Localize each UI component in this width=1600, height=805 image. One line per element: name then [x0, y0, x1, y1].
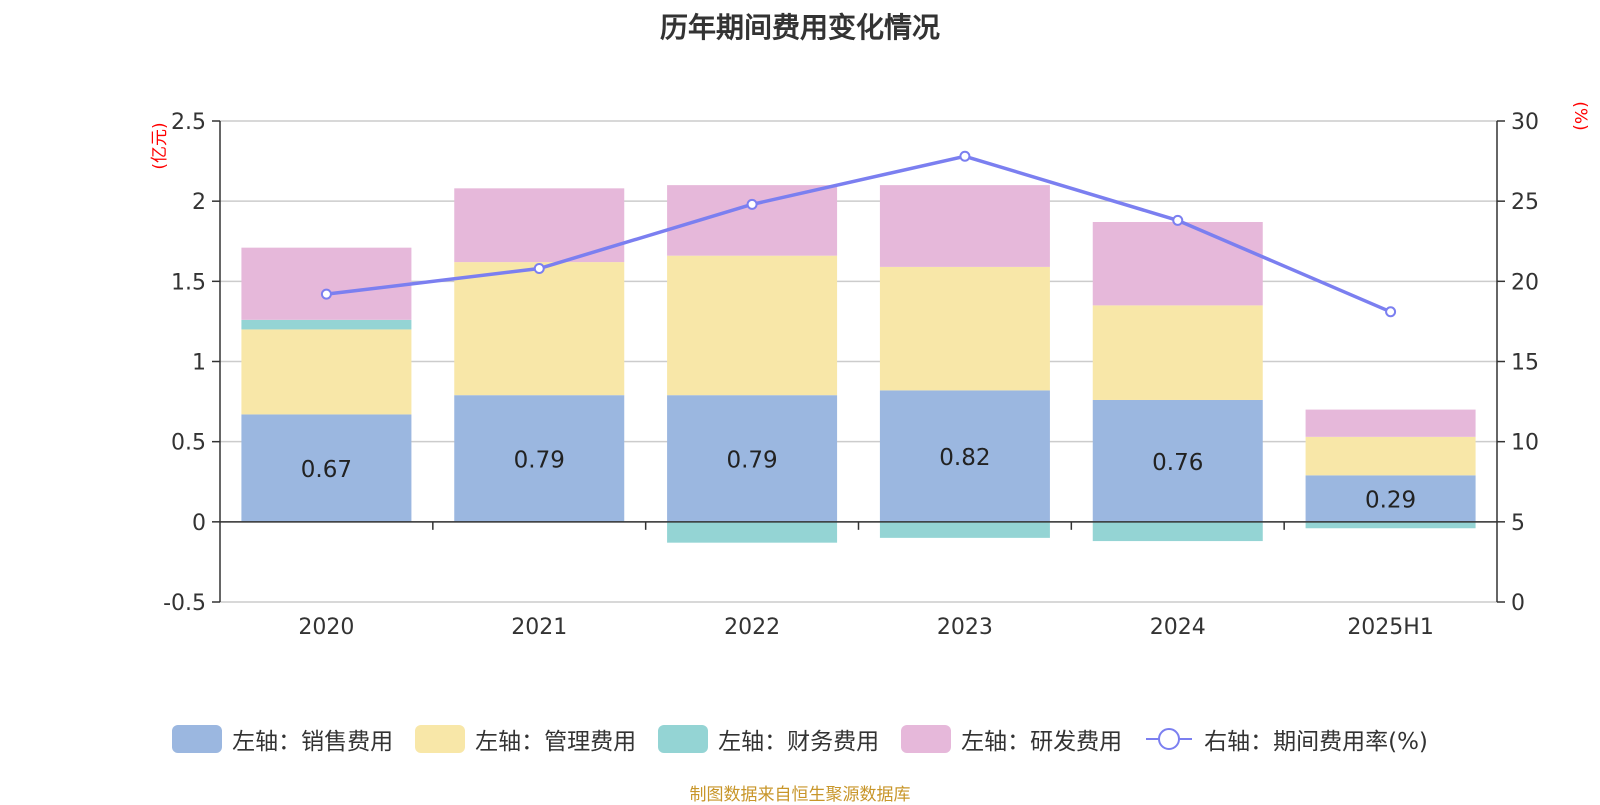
- bar-finance: [1092, 521, 1263, 542]
- bar-rnd: [667, 185, 838, 256]
- bar-sales: [241, 414, 412, 522]
- bar-admin: [667, 255, 838, 396]
- legend-swatch-rnd: [901, 725, 952, 753]
- x-tick-label: 2023: [937, 615, 993, 640]
- data-label-sales: 0.79: [726, 448, 777, 474]
- bar-rnd: [1092, 222, 1263, 306]
- chart-legend: 左轴：销售费用 左轴：管理费用 左轴：财务费用 左轴：研发费用 右轴：期间费用率…: [0, 722, 1600, 756]
- y-left-tick-label: 2.5: [171, 110, 206, 135]
- bar-sales: [667, 395, 838, 522]
- bar-sales: [879, 390, 1050, 522]
- legend-label-admin: 左轴：管理费用: [475, 729, 637, 755]
- legend-item-expense-rate[interactable]: 右轴：期间费用率(%): [1144, 722, 1428, 756]
- y-right-tick-label: 30: [1511, 110, 1539, 135]
- chart-title: 历年期间费用变化情况: [659, 11, 940, 44]
- data-label-sales: 0.79: [514, 448, 565, 474]
- y-left-tick-label: 2: [192, 190, 206, 215]
- line-expense-rate: [326, 154, 1392, 314]
- bar-sales: [1092, 399, 1263, 522]
- bar-sales: [454, 395, 625, 522]
- bar-admin: [1305, 436, 1476, 476]
- point-expense-rate: [959, 150, 971, 162]
- bar-finance: [1305, 521, 1476, 529]
- y-right-tick-label: 5: [1511, 511, 1525, 536]
- data-label-sales: 0.76: [1152, 450, 1203, 476]
- legend-swatch-sales: [172, 725, 223, 753]
- legend-swatch-admin: [415, 725, 466, 753]
- point-expense-rate: [1172, 214, 1184, 226]
- legend-item-admin[interactable]: 左轴：管理费用: [415, 722, 636, 756]
- bar-finance: [241, 319, 412, 330]
- bar-rnd: [241, 247, 412, 320]
- data-label-sales: 0.82: [939, 445, 990, 471]
- legend-label-finance: 左轴：财务费用: [718, 729, 880, 755]
- y-left-axis-label: (亿元): [150, 122, 170, 169]
- data-label-sales: 0.29: [1365, 488, 1416, 514]
- legend-swatch-finance: [658, 725, 709, 753]
- y-right-axis-label: (%): [1570, 101, 1590, 130]
- y-left-tick-label: 1.5: [171, 270, 206, 295]
- y-left-tick-label: 0.5: [171, 431, 206, 456]
- legend-label-expense-rate: 右轴：期间费用率(%): [1204, 729, 1428, 755]
- bar-sales: [1305, 475, 1476, 522]
- x-tick-label: 2025H1: [1347, 615, 1434, 640]
- bar-admin: [241, 329, 412, 415]
- bar-admin: [454, 262, 625, 396]
- bar-finance: [879, 521, 1050, 538]
- point-expense-rate: [320, 288, 332, 300]
- bar-finance: [667, 521, 838, 543]
- y-right-tick-label: 25: [1511, 190, 1539, 215]
- y-left-tick-label: -0.5: [163, 591, 206, 616]
- y-right-tick-label: 15: [1511, 351, 1539, 376]
- x-tick-label: 2022: [724, 615, 780, 640]
- bar-admin: [879, 266, 1050, 391]
- bar-admin: [1092, 305, 1263, 400]
- x-tick-label: 2024: [1150, 615, 1206, 640]
- legend-label-sales: 左轴：销售费用: [232, 729, 394, 755]
- legend-item-sales[interactable]: 左轴：销售费用: [172, 722, 393, 756]
- y-right-tick-label: 20: [1511, 270, 1539, 295]
- line-marker-icon: [1146, 728, 1193, 750]
- bar-rnd: [1305, 409, 1476, 437]
- y-left-tick-label: 0: [192, 511, 206, 536]
- x-tick-label: 2021: [511, 615, 567, 640]
- legend-label-rnd: 左轴：研发费用: [961, 729, 1123, 755]
- bar-rnd: [879, 185, 1050, 267]
- legend-item-rnd[interactable]: 左轴：研发费用: [901, 722, 1122, 756]
- y-right-tick-label: 10: [1511, 431, 1539, 456]
- point-expense-rate: [533, 263, 545, 275]
- point-expense-rate: [746, 198, 758, 210]
- legend-item-finance[interactable]: 左轴：财务费用: [658, 722, 879, 756]
- y-left-tick-label: 1: [192, 351, 206, 376]
- x-tick-label: 2020: [298, 615, 354, 640]
- source-note: 制图数据来自恒生聚源数据库: [689, 785, 911, 805]
- data-label-sales: 0.67: [301, 457, 352, 483]
- point-expense-rate: [1385, 306, 1397, 318]
- y-right-tick-label: 0: [1511, 591, 1525, 616]
